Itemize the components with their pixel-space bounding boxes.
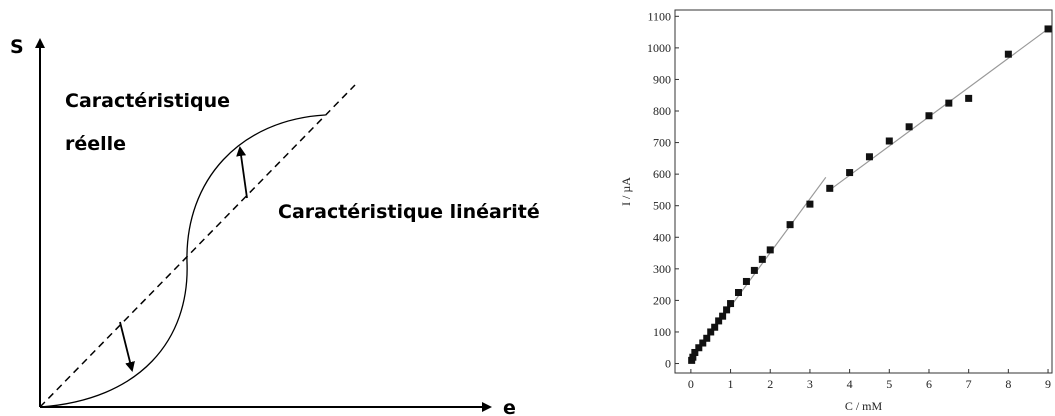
x-axis-label: C / mM <box>845 399 883 413</box>
y-tick-label: 300 <box>653 262 671 276</box>
x-tick-label: 4 <box>847 377 853 391</box>
x-tick-label: 8 <box>1005 377 1011 391</box>
point <box>826 184 834 192</box>
y-tick-label: 600 <box>653 167 671 181</box>
point <box>1004 50 1012 58</box>
point <box>727 300 735 308</box>
point <box>846 169 854 177</box>
chart: 0 100 200 300 400 500 600 700 800 900 1000 1100 0 1 2 3… <box>619 9 1053 413</box>
x-tick-label: 3 <box>807 377 813 391</box>
x-tick-label: 2 <box>767 377 773 391</box>
diagram: S e Caractéristique réelle Caractéristiq… <box>10 36 540 416</box>
arrow <box>236 146 248 199</box>
point <box>806 200 814 208</box>
real-curve <box>39 114 326 408</box>
y-tick-label: 400 <box>653 230 671 244</box>
y-tick-label: 0 <box>665 357 671 371</box>
arrow <box>119 321 135 372</box>
x-tick-label: 0 <box>688 377 694 391</box>
y-tick-label: 900 <box>653 72 671 86</box>
point <box>689 353 697 361</box>
point <box>945 99 953 107</box>
point <box>925 112 933 120</box>
y-tick-label: 200 <box>653 293 671 307</box>
point <box>719 312 727 320</box>
y-tick-label: 800 <box>653 104 671 118</box>
point <box>766 246 774 254</box>
point <box>695 344 703 352</box>
x-tick-label: 9 <box>1045 377 1051 391</box>
y-tick-label: 1100 <box>647 9 671 23</box>
y-axis-label: I / µA <box>619 177 633 206</box>
point <box>734 289 742 297</box>
point <box>965 94 973 102</box>
point <box>707 328 715 336</box>
point <box>715 317 723 325</box>
label: réelle <box>65 133 126 155</box>
point <box>758 255 766 263</box>
fit-line <box>829 28 1049 191</box>
point <box>865 153 873 161</box>
y-tick-label: 100 <box>653 325 671 339</box>
x-axis-label: e <box>503 397 516 416</box>
y-tick-label: 500 <box>653 199 671 213</box>
point <box>885 137 893 145</box>
plot-frame <box>674 9 1053 374</box>
linear-line <box>39 84 356 408</box>
point <box>711 323 719 331</box>
y-axis-label: S <box>10 36 24 58</box>
y-tick-label: 1000 <box>647 41 671 55</box>
point <box>699 339 707 347</box>
point <box>691 348 699 356</box>
y-tick-label: 700 <box>653 136 671 150</box>
point <box>1044 25 1052 33</box>
point <box>742 277 750 285</box>
point <box>786 221 794 229</box>
label: Caractéristique <box>65 90 230 112</box>
point <box>703 334 711 342</box>
x-tick-label: 1 <box>728 377 734 391</box>
label: Caractéristique linéarité <box>278 201 540 223</box>
point <box>905 123 913 131</box>
point <box>750 266 758 274</box>
point <box>723 306 731 314</box>
x-tick-label: 7 <box>966 377 972 391</box>
x-tick-label: 5 <box>886 377 892 391</box>
x-tick-label: 6 <box>926 377 932 391</box>
